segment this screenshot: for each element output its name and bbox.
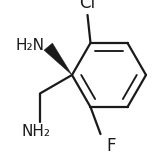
Text: NH₂: NH₂ [21, 125, 50, 140]
Text: H₂N: H₂N [15, 38, 44, 53]
Text: Cl: Cl [80, 0, 96, 12]
Text: F: F [107, 137, 116, 155]
Polygon shape [44, 43, 72, 75]
